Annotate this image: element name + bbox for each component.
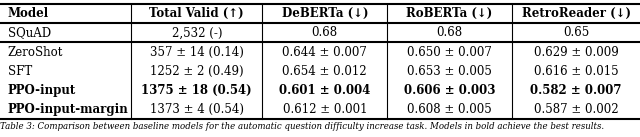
Text: 0.612 ± 0.001: 0.612 ± 0.001 bbox=[282, 103, 367, 116]
Text: 0.65: 0.65 bbox=[563, 26, 589, 39]
Text: 2,532 (-): 2,532 (-) bbox=[172, 26, 222, 39]
Text: Model: Model bbox=[8, 7, 49, 20]
Text: 0.582 ± 0.007: 0.582 ± 0.007 bbox=[531, 84, 621, 97]
Text: 0.601 ± 0.004: 0.601 ± 0.004 bbox=[279, 84, 371, 97]
Text: RoBERTa (↓): RoBERTa (↓) bbox=[406, 7, 493, 20]
Text: DeBERTa (↓): DeBERTa (↓) bbox=[282, 7, 368, 20]
Text: 0.616 ± 0.015: 0.616 ± 0.015 bbox=[534, 65, 618, 78]
Text: 1252 ± 2 (0.49): 1252 ± 2 (0.49) bbox=[150, 65, 244, 78]
Text: 0.606 ± 0.003: 0.606 ± 0.003 bbox=[404, 84, 495, 97]
Text: 0.68: 0.68 bbox=[436, 26, 463, 39]
Text: 0.629 ± 0.009: 0.629 ± 0.009 bbox=[534, 46, 618, 58]
Text: Table 3: Comparison between baseline models for the automatic question difficult: Table 3: Comparison between baseline mod… bbox=[0, 122, 604, 131]
Text: 0.587 ± 0.002: 0.587 ± 0.002 bbox=[534, 103, 618, 116]
Text: 0.68: 0.68 bbox=[312, 26, 338, 39]
Text: 0.654 ± 0.012: 0.654 ± 0.012 bbox=[282, 65, 367, 78]
Text: ZeroShot: ZeroShot bbox=[8, 46, 63, 58]
Text: RetroReader (↓): RetroReader (↓) bbox=[522, 7, 630, 20]
Text: PPO-input-margin: PPO-input-margin bbox=[8, 103, 129, 116]
Text: 357 ± 14 (0.14): 357 ± 14 (0.14) bbox=[150, 46, 244, 58]
Text: 0.608 ± 0.005: 0.608 ± 0.005 bbox=[407, 103, 492, 116]
Text: 0.644 ± 0.007: 0.644 ± 0.007 bbox=[282, 46, 367, 58]
Text: 1375 ± 18 (0.54): 1375 ± 18 (0.54) bbox=[141, 84, 252, 97]
Text: SQuAD: SQuAD bbox=[8, 26, 51, 39]
Text: 1373 ± 4 (0.54): 1373 ± 4 (0.54) bbox=[150, 103, 244, 116]
Text: 0.653 ± 0.005: 0.653 ± 0.005 bbox=[407, 65, 492, 78]
Text: PPO-input: PPO-input bbox=[8, 84, 76, 97]
Text: 0.650 ± 0.007: 0.650 ± 0.007 bbox=[407, 46, 492, 58]
Text: SFT: SFT bbox=[8, 65, 32, 78]
Text: Total Valid (↑): Total Valid (↑) bbox=[150, 7, 244, 20]
